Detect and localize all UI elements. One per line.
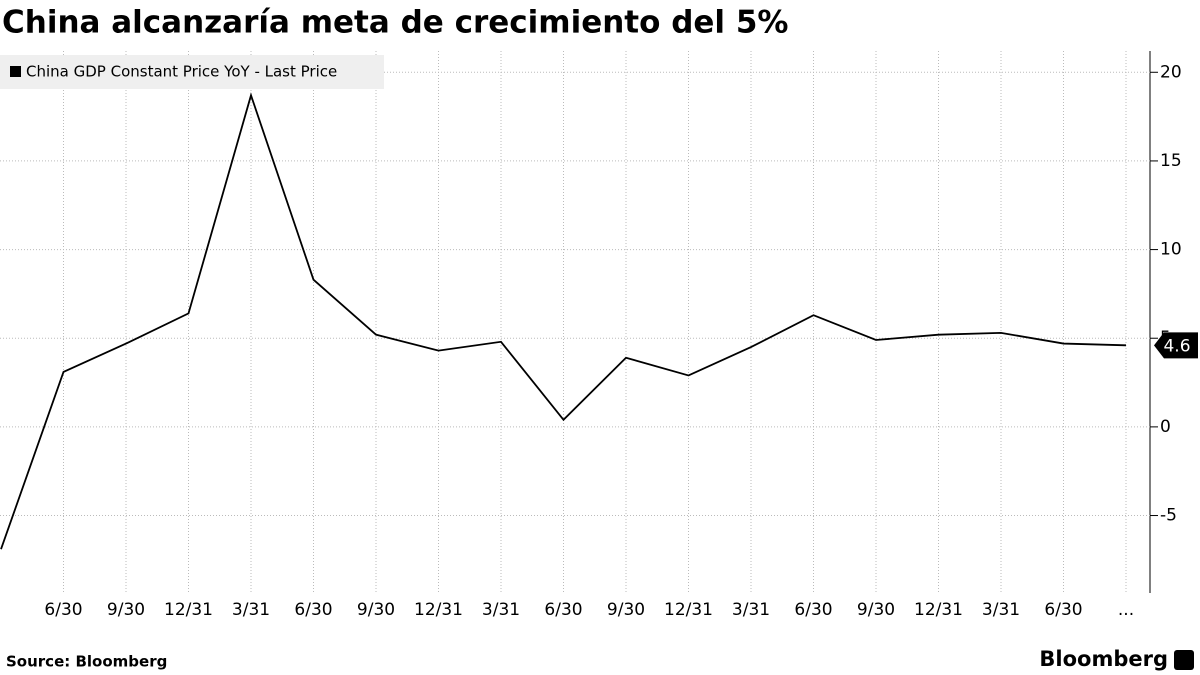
legend-box	[0, 55, 384, 89]
x-tick-label: 3/31	[232, 600, 270, 620]
brand-icon	[1174, 650, 1194, 670]
x-tick-label: 12/31	[164, 600, 213, 620]
x-tick-label: 12/31	[414, 600, 463, 620]
x-tick-label: 9/30	[357, 600, 395, 620]
x-tick-label: 3/31	[982, 600, 1020, 620]
y-tick-label: 10	[1160, 240, 1182, 260]
x-tick-label: 6/30	[794, 600, 832, 620]
x-tick-label: 3/31	[732, 600, 770, 620]
x-tick-label: 6/30	[1044, 600, 1082, 620]
x-tick-label: 9/30	[607, 600, 645, 620]
x-tick-label: 9/30	[857, 600, 895, 620]
y-tick-label: 0	[1160, 417, 1171, 437]
last-value-label: 4.6	[1163, 336, 1190, 356]
x-tick-label: 6/30	[544, 600, 582, 620]
x-tick-label: 9/30	[107, 600, 145, 620]
x-tick-label: 6/30	[294, 600, 332, 620]
x-tick-label: ...	[1118, 600, 1134, 620]
legend-label: China GDP Constant Price YoY - Last Pric…	[26, 63, 337, 81]
legend-swatch	[10, 66, 21, 77]
y-tick-label: 20	[1160, 62, 1182, 82]
x-tick-label: 6/30	[44, 600, 82, 620]
x-tick-label: 12/31	[664, 600, 713, 620]
x-tick-label: 12/31	[914, 600, 963, 620]
y-tick-label: 15	[1160, 151, 1182, 171]
y-tick-label: -5	[1160, 506, 1177, 526]
source: Source: Bloomberg	[6, 653, 167, 671]
last-value-tag	[1154, 332, 1198, 359]
brand-logo: Bloomberg	[1039, 647, 1168, 671]
line	[0, 92, 1127, 550]
x-tick-label: 3/31	[482, 600, 520, 620]
chart-title: China alcanzaría meta de crecimiento del…	[2, 5, 788, 41]
